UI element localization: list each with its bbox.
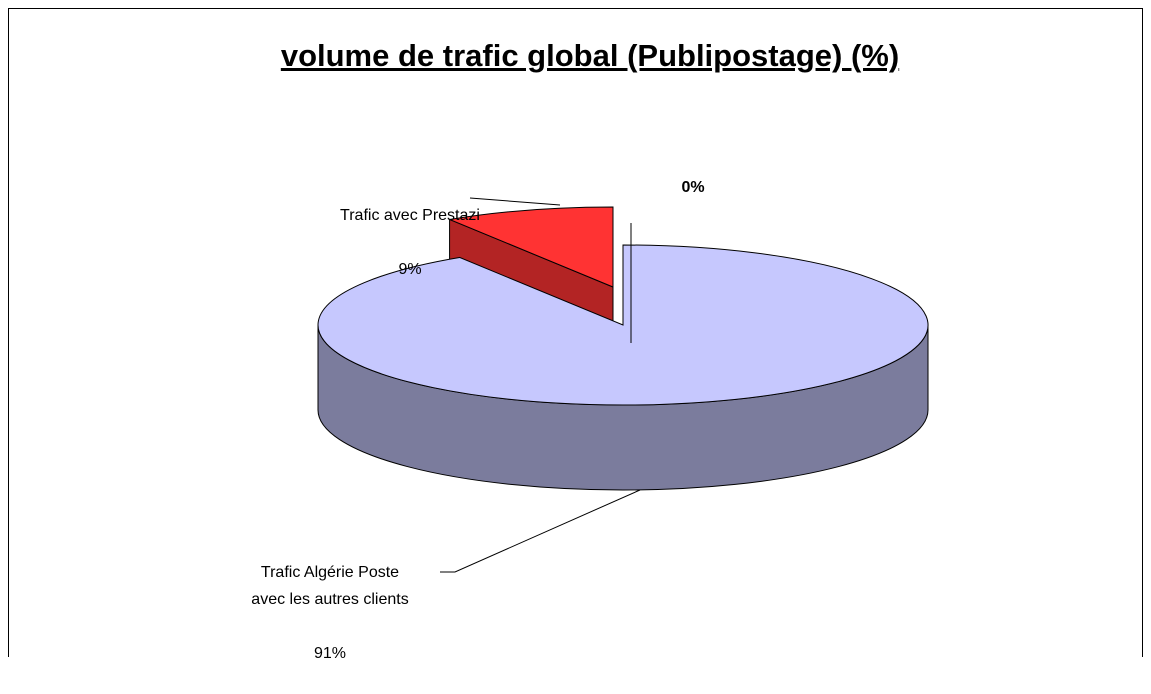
slice-label: Trafic Algérie Poste avec les autres cli… (200, 532, 460, 694)
leader-line (440, 489, 641, 573)
category-label: Trafic avec Prestazi (340, 207, 480, 224)
leader-line (469, 197, 561, 206)
page: volume de trafic global (Publipostage) (… (8, 8, 1143, 662)
pie-slice (317, 244, 929, 406)
value-label: 0% (681, 179, 705, 196)
chart (8, 8, 1143, 657)
value-label: 91% (313, 645, 347, 662)
slice-label: Trafic avec Prestazi 9% (300, 175, 520, 310)
category-label: Trafic Algérie Poste avec les autres cli… (251, 564, 409, 608)
pie (317, 206, 929, 491)
chart-title: volume de trafic global (Publipostage) (… (280, 38, 900, 73)
value-label: 9% (398, 261, 422, 278)
frame (8, 8, 1143, 657)
pie-slice (447, 206, 614, 288)
